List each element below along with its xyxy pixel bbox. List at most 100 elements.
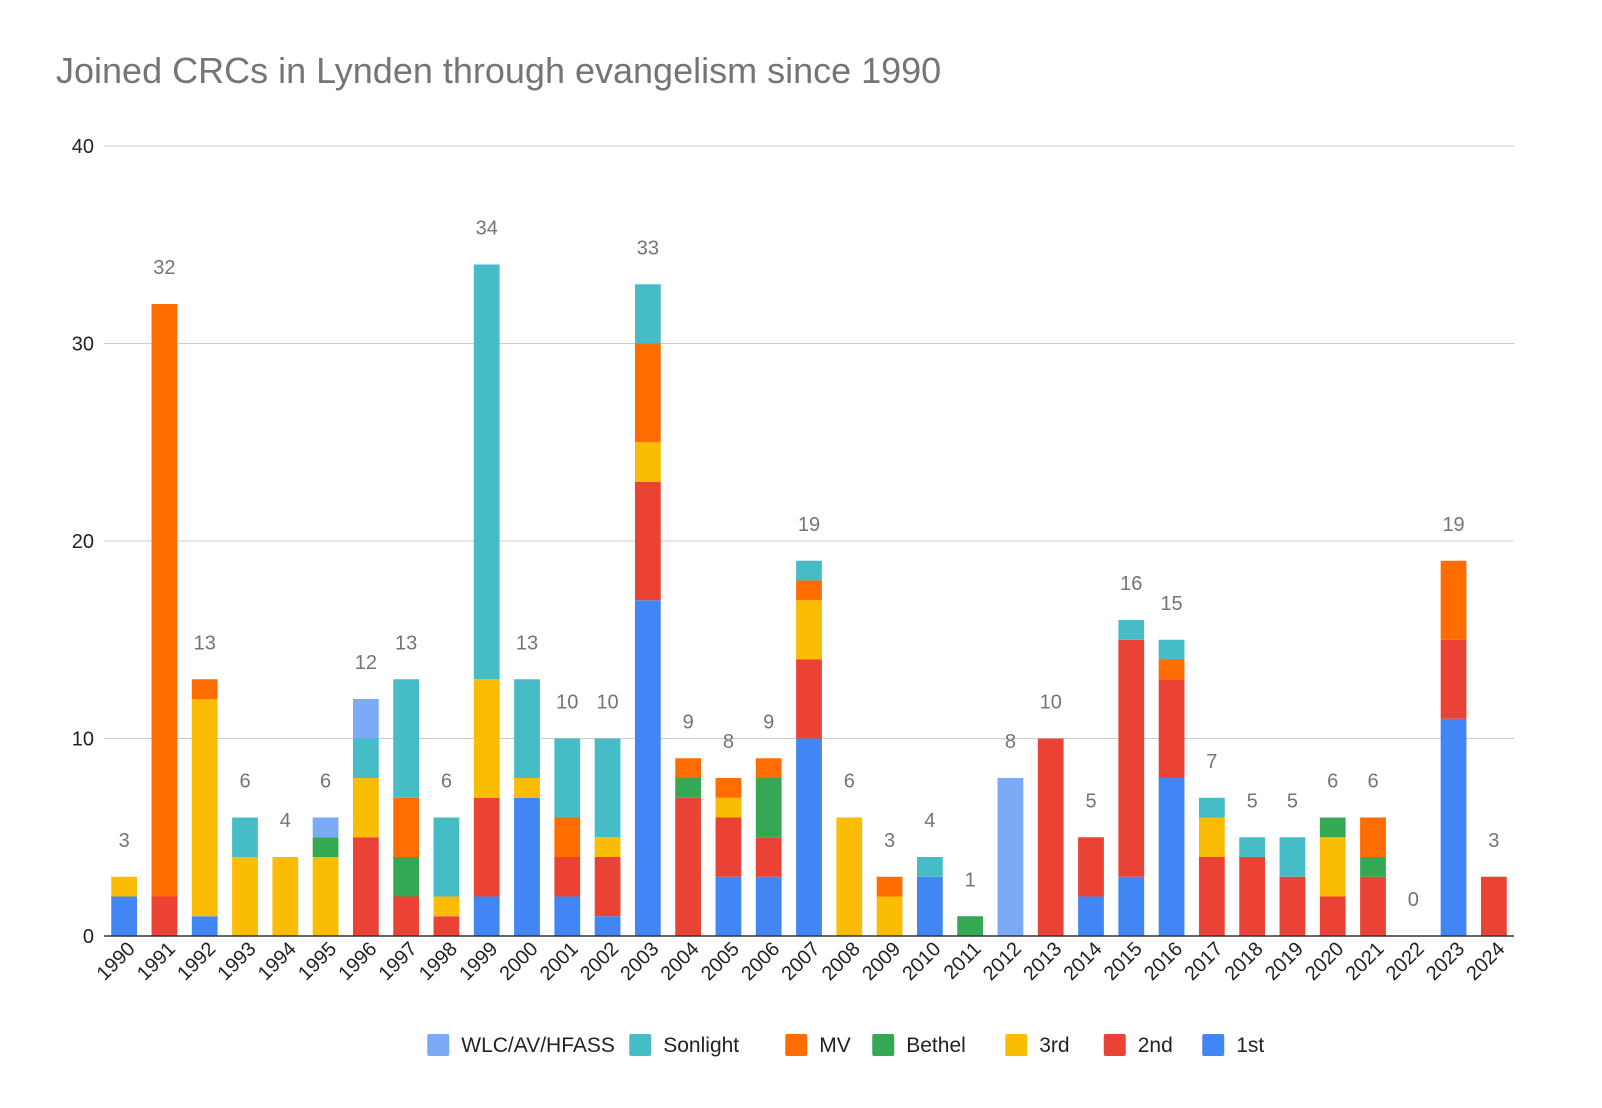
total-label: 3	[1488, 830, 1499, 852]
legend-swatch	[1005, 1034, 1028, 1056]
bar-segment	[675, 797, 702, 936]
bar-segment	[755, 758, 782, 778]
bar-segment	[191, 679, 218, 699]
bar-segment	[1360, 876, 1386, 936]
bar-segment	[151, 896, 178, 936]
total-label: 8	[723, 731, 734, 753]
bar-segment	[1158, 778, 1185, 936]
bar-segment	[352, 837, 379, 936]
bar-segment	[1198, 797, 1225, 818]
x-tick-label: 1990	[93, 938, 140, 985]
y-axis-ticks: 0 10 20 30 40	[72, 136, 94, 948]
legend-label: 3rd	[1039, 1034, 1069, 1057]
bar-segment	[1198, 817, 1225, 857]
bar-segment	[1118, 876, 1145, 936]
bar-segment	[1158, 659, 1185, 680]
bar-segment	[473, 264, 500, 680]
x-tick-label: 1992	[173, 938, 220, 985]
legend-item: WLC/AV/HFASS	[427, 1034, 615, 1057]
total-label: 6	[1327, 771, 1338, 793]
total-label: 32	[153, 257, 175, 279]
total-label: 34	[476, 218, 498, 240]
total-label: 19	[1442, 514, 1464, 536]
bar-segment	[755, 876, 782, 936]
bar-segment	[554, 817, 581, 857]
legend-item: 3rd	[1005, 1034, 1070, 1057]
bar-segment	[554, 896, 581, 936]
bar-segment	[1158, 679, 1185, 778]
bar-segment	[312, 817, 339, 838]
total-label: 4	[280, 810, 291, 832]
x-tick-label: 2018	[1221, 938, 1268, 985]
bar-segment	[715, 817, 742, 877]
bar-segment	[393, 857, 420, 897]
total-label: 3	[119, 830, 130, 852]
bar-segment	[191, 916, 218, 936]
gridlines	[104, 145, 1514, 739]
y-tick-label: 0	[83, 926, 94, 948]
bar-segment	[755, 837, 782, 877]
total-label: 6	[1367, 771, 1378, 793]
total-label: 6	[239, 771, 250, 793]
total-label: 13	[395, 632, 417, 654]
bar-segment	[352, 699, 379, 739]
x-tick-label: 2009	[858, 938, 905, 985]
legend-item: 1st	[1202, 1034, 1264, 1057]
bar-segment	[634, 343, 661, 443]
bar-segment	[554, 738, 581, 818]
bar-segment	[352, 738, 379, 778]
bar-segment	[312, 837, 339, 857]
legend-swatch	[629, 1034, 652, 1056]
bar-segment	[634, 600, 661, 936]
bar-segment	[1078, 896, 1104, 936]
x-tick-label: 2014	[1060, 938, 1107, 985]
y-tick-label: 30	[72, 334, 94, 356]
legend: WLC/AV/HFASS Sonlight MV Bethel 3rd 2nd 1st	[427, 1034, 1264, 1057]
x-tick-label: 1995	[294, 938, 341, 985]
bar-segment	[715, 876, 742, 936]
legend-label: MV	[819, 1034, 851, 1057]
x-tick-label: 1991	[133, 938, 180, 985]
bar-segment	[1037, 738, 1064, 936]
legend-label: 2nd	[1138, 1034, 1173, 1057]
x-tick-label: 2021	[1342, 938, 1389, 985]
bar-segment	[796, 659, 822, 739]
total-label: 5	[1085, 790, 1096, 812]
x-tick-label: 2004	[657, 938, 704, 985]
bar-segment	[997, 778, 1024, 936]
bar-segment	[1279, 837, 1306, 877]
bar-segment	[594, 857, 621, 917]
bar-segment	[715, 778, 742, 798]
total-label: 6	[320, 771, 331, 793]
total-label: 4	[924, 810, 935, 832]
x-tick-label: 1994	[254, 938, 301, 985]
bars	[104, 264, 1514, 937]
bar-segment	[634, 481, 661, 601]
bar-segment	[111, 896, 138, 936]
x-tick-label: 1998	[415, 938, 462, 985]
x-tick-label: 1996	[334, 938, 381, 985]
legend-item: MV	[785, 1034, 851, 1057]
total-label: 10	[556, 692, 578, 714]
bar-segment	[473, 896, 500, 936]
bar-segment	[1480, 876, 1507, 936]
y-tick-label: 40	[72, 136, 94, 158]
bar-segment	[1319, 837, 1346, 897]
total-label: 5	[1287, 790, 1298, 812]
bar-segment	[514, 778, 540, 798]
x-tick-label: 2000	[496, 938, 543, 985]
total-label: 10	[596, 692, 618, 714]
bar-segment	[594, 837, 621, 857]
total-label: 13	[516, 632, 538, 654]
legend-item: Bethel	[872, 1034, 966, 1057]
x-tick-label: 2001	[536, 938, 583, 985]
bar-segment	[594, 916, 621, 936]
legend-swatch	[1202, 1034, 1225, 1056]
x-tick-label: 2020	[1301, 938, 1348, 985]
bar-segment	[675, 758, 702, 778]
bar-segment	[1440, 560, 1467, 640]
total-label: 16	[1120, 573, 1142, 595]
bar-segment	[1198, 857, 1225, 936]
legend-item: 2nd	[1103, 1034, 1173, 1057]
